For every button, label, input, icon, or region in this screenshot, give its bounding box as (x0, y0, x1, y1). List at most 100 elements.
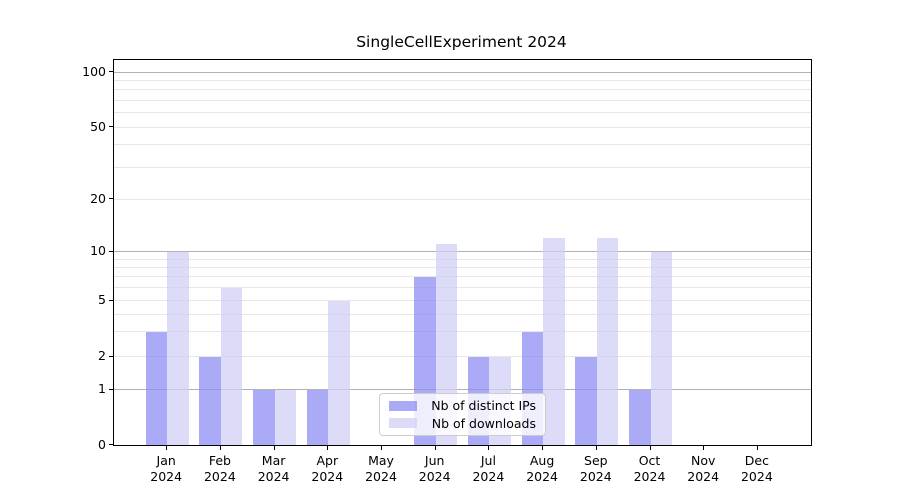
month-label: May (368, 453, 394, 468)
bar-downloads (167, 251, 189, 445)
gridline-minor (114, 126, 811, 128)
month-label: Jan (156, 453, 176, 468)
legend-swatch-distinct-ips (389, 400, 417, 411)
x-axis-tick-label: Dec 2024 (729, 453, 785, 484)
gridline-minor (114, 89, 811, 91)
year-label: 2024 (203, 468, 236, 484)
bar-downloads (543, 237, 565, 445)
gridline-major (114, 251, 811, 253)
x-tick-mark (219, 446, 221, 450)
x-tick-mark (434, 446, 436, 450)
bar-distinct-ips (629, 389, 651, 445)
x-axis-tick-label: Jul 2024 (460, 453, 516, 484)
legend-entry-downloads: Nb of downloads (389, 416, 536, 431)
month-label: Jun (424, 453, 445, 468)
month-label: Feb (208, 453, 231, 468)
year-label: 2024 (526, 468, 558, 484)
legend-entry-distinct-ips: Nb of distinct IPs (389, 398, 536, 413)
x-axis-tick-label: Apr 2024 (299, 453, 355, 484)
bar-downloads (220, 287, 243, 445)
year-label: 2024 (365, 468, 397, 484)
year-label: 2024 (257, 468, 290, 484)
x-axis-tick-label: Jan 2024 (138, 453, 194, 484)
gridline-minor (114, 276, 811, 278)
legend: Nb of distinct IPs Nb of downloads (379, 393, 546, 436)
gridline-minor (114, 112, 811, 114)
gridline-minor (114, 99, 811, 101)
y-tick-mark (109, 198, 113, 200)
x-axis-tick-label: Aug 2024 (514, 453, 570, 484)
gridline-minor (114, 258, 811, 260)
y-axis-tick-label: 1 (98, 381, 106, 396)
month-label: Nov (690, 453, 716, 468)
x-tick-mark (756, 446, 758, 450)
bar-distinct-ips (306, 389, 329, 445)
plot-area (113, 59, 812, 446)
gridline-minor (114, 313, 811, 315)
y-axis-tick-label: 100 (82, 63, 106, 79)
gridline-minor (114, 300, 811, 301)
x-axis-tick-label: Feb 2024 (192, 453, 248, 484)
year-label: 2024 (418, 468, 451, 484)
bar-downloads (328, 300, 350, 445)
gridline-minor (114, 266, 811, 268)
month-label: Oct (638, 453, 661, 468)
bar-distinct-ips (575, 356, 597, 445)
legend-swatch-downloads (389, 418, 417, 429)
gridline-minor (114, 166, 811, 168)
bar-downloads (596, 237, 619, 445)
bar-downloads (650, 251, 672, 445)
x-axis-tick-label: Jun 2024 (407, 453, 463, 484)
year-label: 2024 (633, 468, 666, 484)
year-label: 2024 (150, 468, 183, 484)
year-label: 2024 (740, 468, 773, 484)
y-axis-tick-label: 5 (98, 292, 106, 307)
gridline-minor (114, 287, 811, 289)
x-axis-tick-label: Mar 2024 (246, 453, 302, 484)
month-label: Sep (584, 453, 608, 468)
x-axis-tick-label: Sep 2024 (568, 453, 624, 484)
chart-title: SingleCellExperiment 2024 (356, 33, 567, 51)
x-tick-mark (488, 446, 490, 450)
year-label: 2024 (311, 468, 344, 484)
y-axis-tick-label: 50 (90, 118, 106, 134)
y-tick-mark (109, 71, 113, 72)
x-tick-mark (595, 446, 597, 450)
x-tick-mark (703, 446, 705, 450)
y-tick-mark (109, 444, 113, 445)
month-label: Aug (529, 453, 555, 468)
y-tick-mark (109, 388, 113, 390)
x-tick-mark (273, 446, 275, 450)
gridline-minor (114, 79, 811, 81)
gridline-major (114, 71, 811, 73)
y-tick-mark (109, 250, 113, 252)
x-tick-mark (166, 446, 168, 450)
month-label: Dec (744, 453, 769, 468)
month-label: Mar (261, 453, 286, 468)
x-tick-mark (542, 446, 544, 450)
x-tick-mark (649, 446, 651, 450)
y-axis-tick-label: 10 (90, 243, 106, 259)
year-label: 2024 (579, 468, 612, 484)
gridline-minor (114, 331, 811, 333)
y-axis-tick-label: 0 (98, 436, 106, 452)
y-tick-mark (109, 299, 113, 301)
x-tick-mark (381, 446, 382, 450)
x-tick-mark (327, 446, 329, 450)
year-label: 2024 (687, 468, 720, 484)
x-axis-tick-label: May 2024 (353, 453, 409, 484)
legend-label-downloads: Nb of downloads (431, 415, 536, 431)
x-axis-tick-label: Oct 2024 (622, 453, 678, 484)
month-label: Apr (316, 453, 339, 468)
month-label: Jul (480, 453, 496, 468)
bar-distinct-ips (145, 331, 168, 445)
bar-downloads (274, 389, 297, 445)
y-tick-mark (109, 355, 113, 357)
gridline-major (114, 389, 811, 390)
bar-distinct-ips (199, 356, 221, 445)
y-axis-tick-label: 20 (90, 190, 106, 206)
x-axis-tick-label: Nov 2024 (675, 453, 731, 484)
gridline-minor (114, 144, 811, 146)
y-tick-mark (109, 126, 113, 127)
